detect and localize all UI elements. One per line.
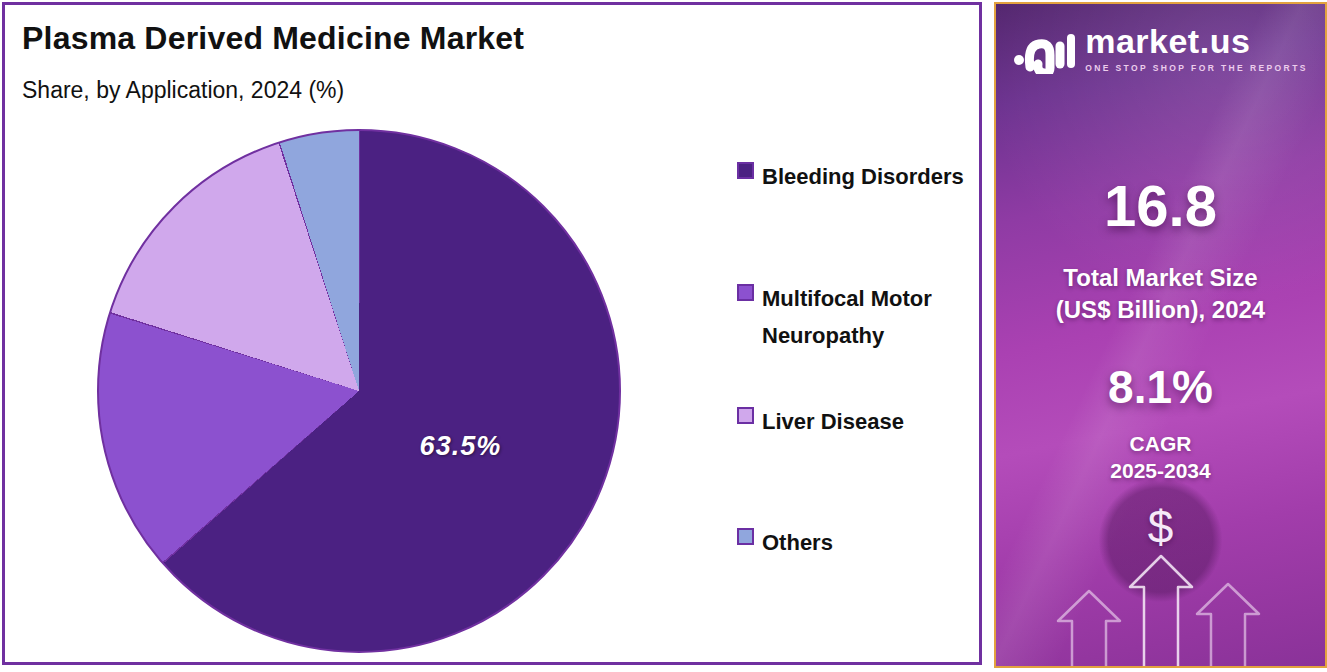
- legend-item-bleeding-disorders: Bleeding Disorders: [737, 158, 964, 195]
- chart-area: Plasma Derived Medicine Market Share, by…: [2, 2, 982, 665]
- legend-item-multifocal-motor-neuropathy: Multifocal Motor Neuropathy: [737, 280, 982, 355]
- pie-chart: 63.5%: [97, 129, 621, 653]
- legend-item-liver-disease: Liver Disease: [737, 403, 904, 440]
- brand-header: market.us ONE STOP SHOP FOR THE REPORTS: [996, 22, 1325, 74]
- brand-tagline: ONE STOP SHOP FOR THE REPORTS: [1085, 63, 1308, 73]
- legend-swatch: [737, 407, 754, 424]
- total-market-size-value: 16.8: [996, 172, 1325, 239]
- cagr-label-line2: 2025-2034: [996, 457, 1325, 484]
- legend-swatch: [737, 162, 754, 179]
- cagr-label-line1: CAGR: [996, 430, 1325, 457]
- legend-label: Liver Disease: [762, 403, 904, 440]
- brand-stats-panel: market.us ONE STOP SHOP FOR THE REPORTS …: [994, 2, 1327, 668]
- page-title: Plasma Derived Medicine Market: [22, 20, 524, 57]
- cagr-value: 8.1%: [996, 360, 1325, 414]
- infographic-canvas: Plasma Derived Medicine Market Share, by…: [0, 0, 1327, 672]
- brand-text: market.us ONE STOP SHOP FOR THE REPORTS: [1085, 24, 1308, 73]
- pie-data-label: 63.5%: [420, 430, 502, 461]
- chart-subtitle: Share, by Application, 2024 (%): [22, 77, 344, 104]
- total-market-size-label-line1: Total Market Size: [996, 262, 1325, 294]
- legend-label: Bleeding Disorders: [762, 158, 964, 195]
- legend-swatch: [737, 284, 754, 301]
- brand-name: market.us: [1085, 24, 1308, 58]
- legend-label: Others: [762, 524, 833, 561]
- marketus-logo-icon: [1013, 22, 1075, 74]
- legend-label: Multifocal Motor Neuropathy: [762, 280, 982, 355]
- legend-item-others: Others: [737, 524, 833, 561]
- cagr-label: CAGR 2025-2034: [996, 430, 1325, 485]
- total-market-size-label-line2: (US$ Billion), 2024: [996, 294, 1325, 326]
- chart-legend: Bleeding Disorders Multifocal Motor Neur…: [737, 5, 982, 662]
- legend-swatch: [737, 528, 754, 545]
- total-market-size-label: Total Market Size (US$ Billion), 2024: [996, 262, 1325, 327]
- growth-arrows-icon: [996, 491, 1325, 666]
